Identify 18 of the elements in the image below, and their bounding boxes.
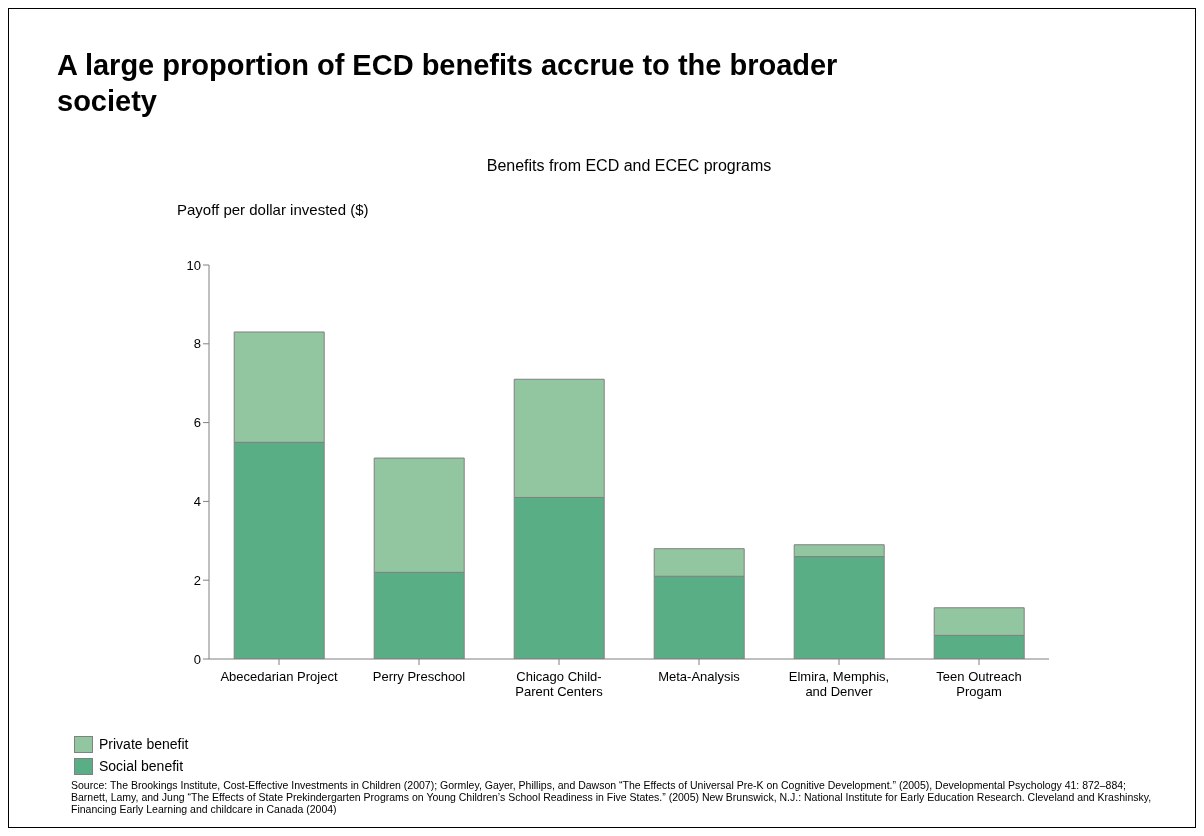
x-tick-label: Chicago Child- Parent Centers xyxy=(515,669,604,699)
y-axis-title: Payoff per dollar invested ($) xyxy=(177,201,369,218)
y-tick-label: 0 xyxy=(193,651,201,667)
chart-title: A large proportion of ECD benefits accrue to the broader society xyxy=(57,48,839,119)
x-tick-label: Abecedarian Project xyxy=(220,669,338,684)
x-tick-label: Teen Outreach Progam xyxy=(936,669,1022,699)
x-tick-label: Perry Preschool xyxy=(372,669,466,684)
legend-label: Social benefit xyxy=(99,758,184,774)
y-tick-label: 6 xyxy=(193,415,201,431)
x-tick-label: Meta-Analysis xyxy=(658,669,741,684)
chart-subtitle: Benefits from ECD and ECEC programs xyxy=(485,157,773,175)
source-note: Source: The Brookings Institute, Cost-Effective Investments in Children (2007); Gormley, Gayer, Phillips, and Dawson “The Effects of Universal Pre-K on Cognitive Development.” (2005), Developmental Psychology 41: 872–884; Barnett, Lamy, and Jung “The Effects of State Prekindergarten Programs on Young Children’s School Readiness in Five States.” (2005) New Brunswick, N.J.: National Institute for Early Education Research. Cleveland and Krashinsky, Financing Early Learning and childcare in Canada (2004) xyxy=(71,779,1153,815)
x-tick-label: Elmira, Memphis, and Denver xyxy=(788,669,890,699)
y-tick-label: 2 xyxy=(193,572,201,588)
legend-label: Private benefit xyxy=(99,736,189,752)
y-tick-label: 4 xyxy=(193,494,201,510)
y-tick-label: 8 xyxy=(193,336,201,352)
y-tick-label: 10 xyxy=(186,257,201,273)
